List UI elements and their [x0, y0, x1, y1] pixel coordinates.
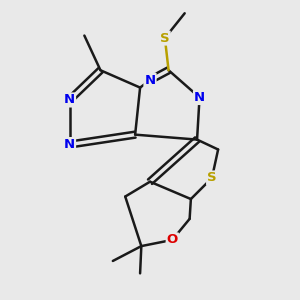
- Text: N: N: [194, 91, 205, 104]
- Text: N: N: [144, 74, 156, 87]
- Text: S: S: [160, 32, 170, 44]
- Text: S: S: [207, 172, 217, 184]
- Text: O: O: [167, 233, 178, 246]
- Text: N: N: [64, 94, 75, 106]
- Text: N: N: [64, 138, 75, 151]
